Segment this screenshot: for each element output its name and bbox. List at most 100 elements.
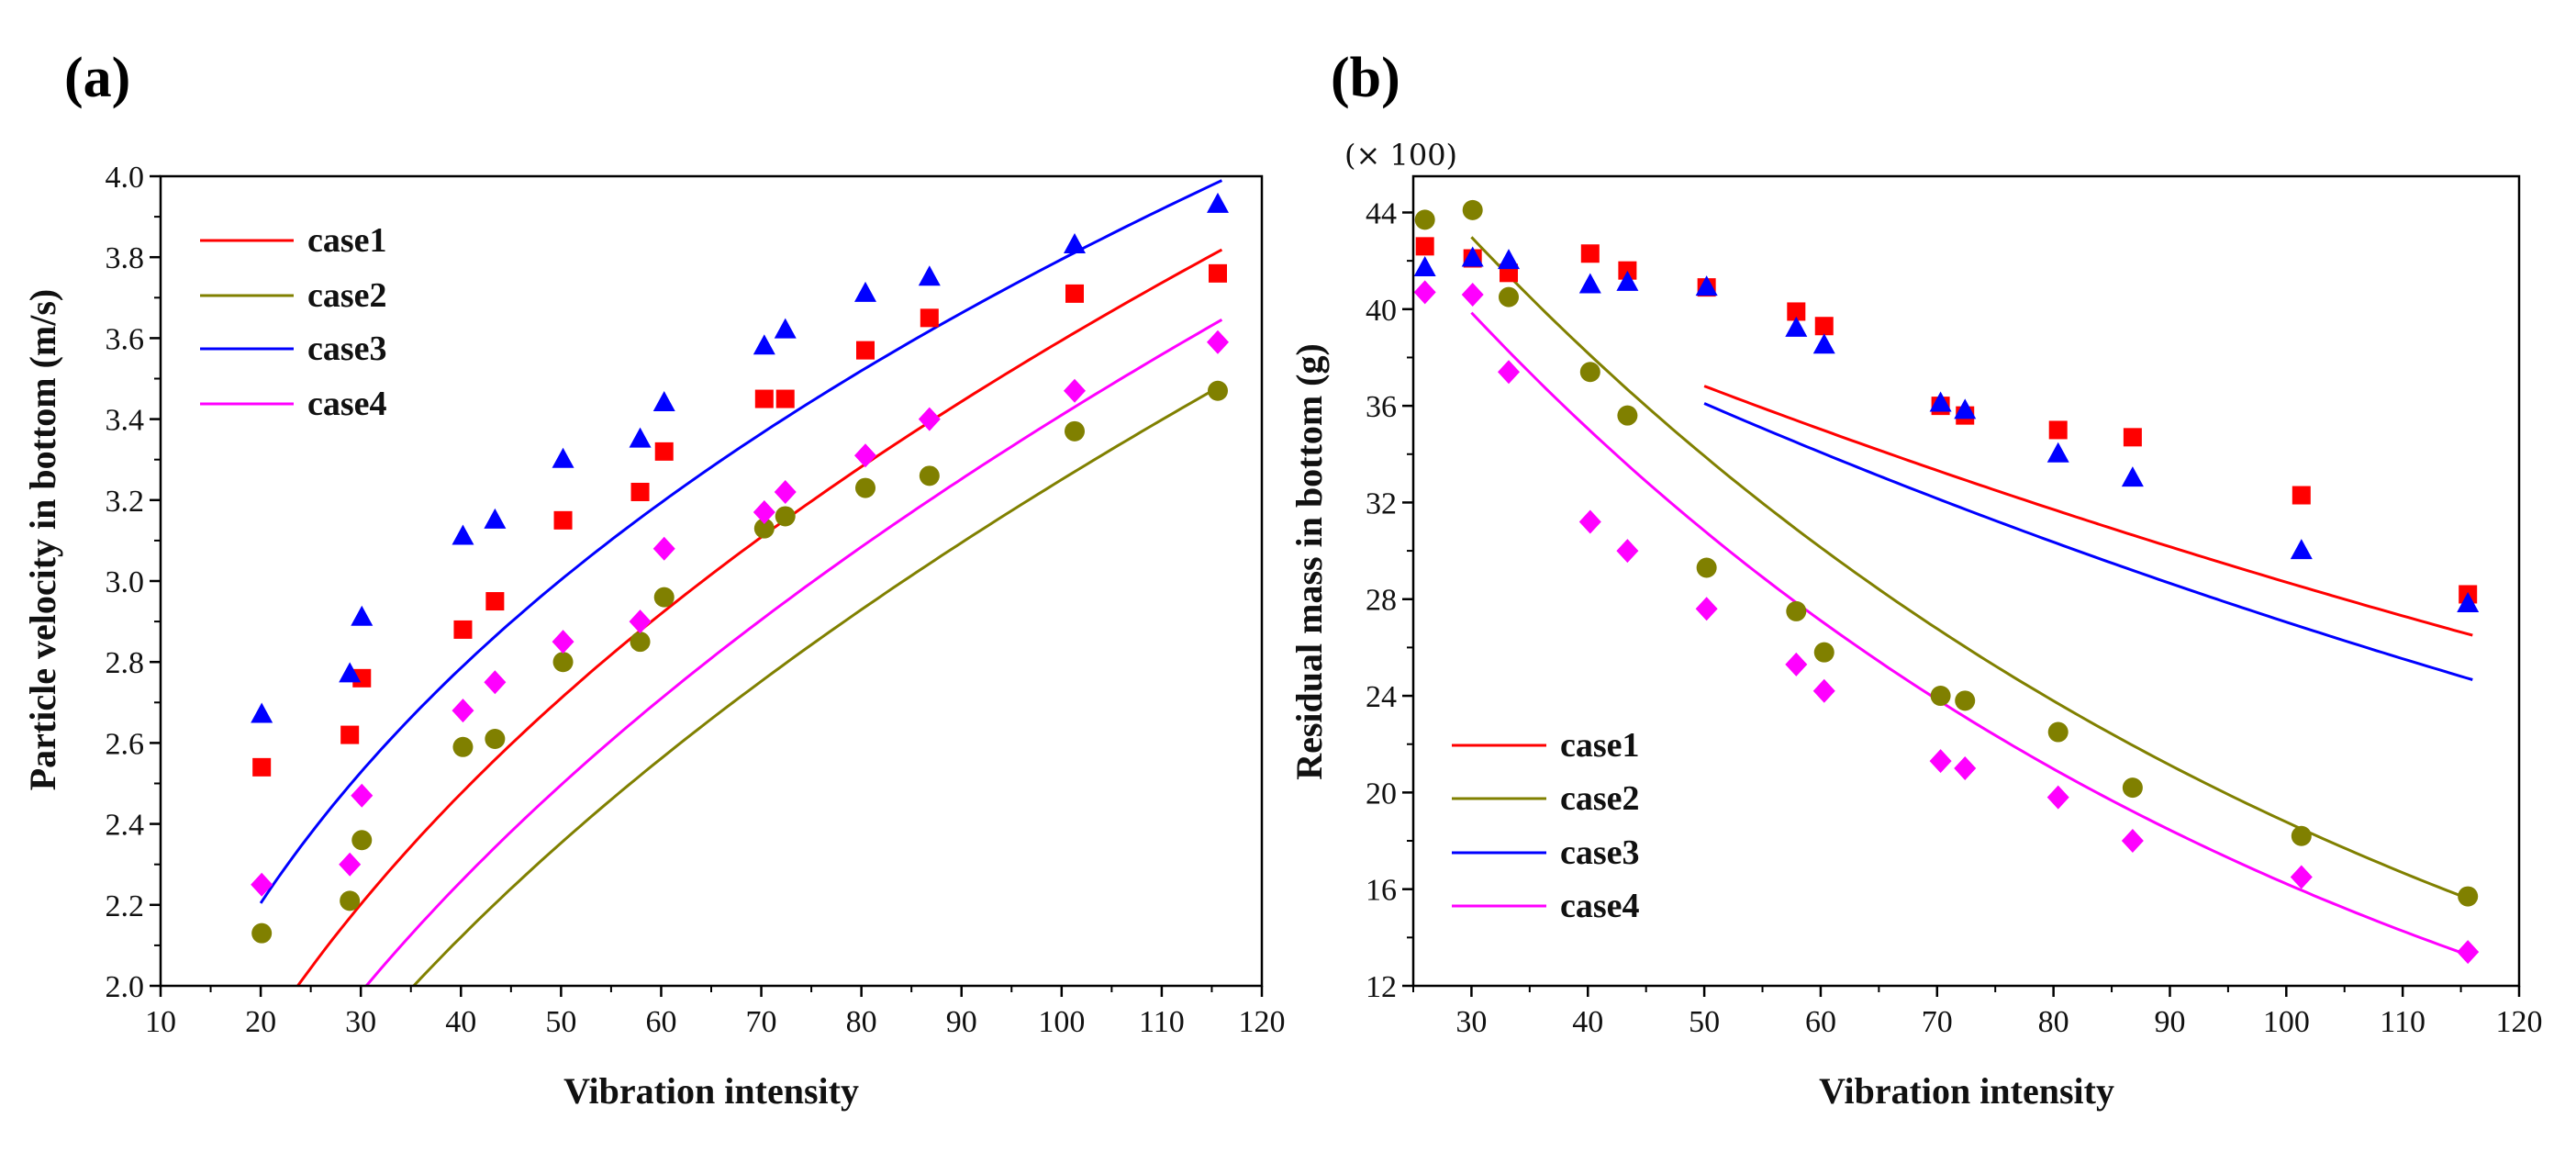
y-tick-label: 3.8: [106, 241, 145, 275]
data-point-case3: [2290, 539, 2313, 560]
data-point-case1: [775, 389, 795, 408]
x-tick-label: 70: [1922, 1005, 1953, 1039]
data-point-case2: [1499, 286, 1520, 307]
fit-curve-case2: [411, 384, 1223, 986]
data-point-case4: [339, 852, 362, 877]
data-point-case1: [1065, 284, 1084, 303]
data-point-case3: [351, 605, 374, 626]
data-point-case1: [2123, 428, 2142, 447]
panel-b: (b) (× 100) Vibration intensity Residual…: [1288, 47, 2543, 1112]
data-point-case3: [1413, 256, 1436, 277]
data-point-case2: [2122, 777, 2143, 799]
x-tick-label: 50: [545, 1005, 576, 1039]
data-point-case4: [1616, 539, 1639, 564]
y-tick-label: 3.0: [106, 565, 145, 599]
y-tick-label: 2.6: [106, 727, 145, 761]
data-point-case2: [653, 587, 675, 608]
data-point-case3: [452, 524, 474, 545]
x-tick-label: 30: [1455, 1005, 1487, 1039]
data-point-case1: [1787, 302, 1806, 321]
data-point-case2: [552, 652, 574, 673]
data-point-case1: [1209, 263, 1227, 283]
data-point-case3: [1616, 270, 1639, 291]
x-tick-label: 110: [1139, 1005, 1185, 1039]
panel-a-legend: case1 case2 case3 case4: [200, 221, 387, 423]
panel-a-label: (a): [64, 47, 130, 109]
data-point-case4: [774, 479, 797, 504]
data-point-case4: [2121, 829, 2144, 854]
data-point-case2: [1208, 380, 1228, 401]
x-tick-label: 70: [746, 1005, 777, 1039]
legend-case3-label: case3: [1560, 833, 1640, 872]
data-point-case3: [753, 334, 775, 355]
data-point-case3: [1954, 398, 1977, 419]
data-point-case3: [1578, 273, 1601, 294]
x-tick-label: 40: [445, 1005, 476, 1039]
data-point-case4: [552, 630, 574, 654]
data-point-case2: [1462, 199, 1483, 220]
data-point-case3: [1461, 246, 1484, 267]
data-point-case4: [1785, 652, 1808, 676]
data-point-case2: [351, 830, 373, 851]
legend-case4-label: case4: [307, 385, 387, 423]
x-tick-label: 120: [1239, 1005, 1286, 1039]
panel-a: (a) Vibration intensity Particle velocit…: [22, 47, 1286, 1112]
plot-frame: [1411, 174, 2521, 988]
data-point-case2: [1617, 405, 1638, 426]
data-point-case3: [2457, 592, 2480, 613]
panel-b-label: (b): [1331, 47, 1400, 109]
data-point-case4: [1695, 597, 1718, 621]
data-point-case3: [2121, 466, 2144, 487]
data-point-case2: [1579, 362, 1600, 383]
y-tick-label: 2.2: [106, 889, 145, 923]
data-point-case2: [340, 890, 361, 911]
data-point-case1: [856, 341, 875, 360]
data-point-case4: [1207, 330, 1229, 354]
data-point-case2: [1813, 642, 1834, 663]
x-tick-label: 120: [2496, 1005, 2543, 1039]
data-point-case3: [1064, 232, 1086, 253]
x-tick-label: 90: [2154, 1005, 2185, 1039]
data-point-case2: [1930, 686, 1951, 707]
x-tick-label: 20: [245, 1005, 276, 1039]
y-tick-label: 3.6: [106, 322, 145, 356]
panel-b-y-axis-label: Residual mass in bottom (g): [1288, 343, 1330, 780]
data-point-case3: [2046, 442, 2069, 463]
panel-b-x-axis-label: Vibration intensity: [1819, 1070, 2114, 1112]
data-point-case4: [251, 872, 273, 897]
y-tick-label: 12: [1366, 970, 1397, 1004]
data-point-case2: [2458, 886, 2479, 907]
panel-b-multiplier: (× 100): [1344, 138, 1457, 173]
y-tick-label: 2.4: [106, 809, 145, 843]
data-point-case2: [1696, 557, 1717, 578]
y-tick-label: 36: [1366, 390, 1397, 424]
fit-curve-case3: [259, 179, 1223, 904]
fit-curve-case4: [364, 318, 1223, 986]
data-point-case2: [485, 728, 506, 749]
data-point-case1: [1580, 244, 1600, 263]
y-tick-label: 3.2: [106, 485, 145, 519]
x-tick-label: 30: [345, 1005, 376, 1039]
y-tick-label: 2.0: [106, 970, 145, 1004]
data-point-case1: [1415, 237, 1434, 256]
fit-curve-case1: [1703, 385, 2473, 637]
data-point-case4: [2290, 865, 2313, 889]
y-tick-label: 4.0: [106, 161, 145, 195]
data-point-case1: [352, 668, 372, 688]
data-point-case3: [918, 265, 941, 286]
legend-case1-label: case1: [307, 221, 387, 260]
data-point-case1: [630, 482, 650, 501]
data-point-case2: [251, 922, 273, 944]
data-point-case4: [629, 609, 652, 634]
data-point-case1: [920, 308, 939, 328]
data-point-case3: [1812, 333, 1835, 354]
data-point-case1: [1814, 317, 1834, 336]
data-point-case2: [452, 736, 474, 757]
y-tick-label: 3.4: [106, 404, 145, 438]
x-tick-label: 10: [145, 1005, 176, 1039]
data-point-case4: [1954, 756, 1977, 781]
data-point-case3: [1785, 316, 1808, 337]
x-tick-label: 60: [645, 1005, 676, 1039]
data-point-case4: [1812, 678, 1835, 703]
legend-case1-label: case1: [1560, 726, 1640, 765]
